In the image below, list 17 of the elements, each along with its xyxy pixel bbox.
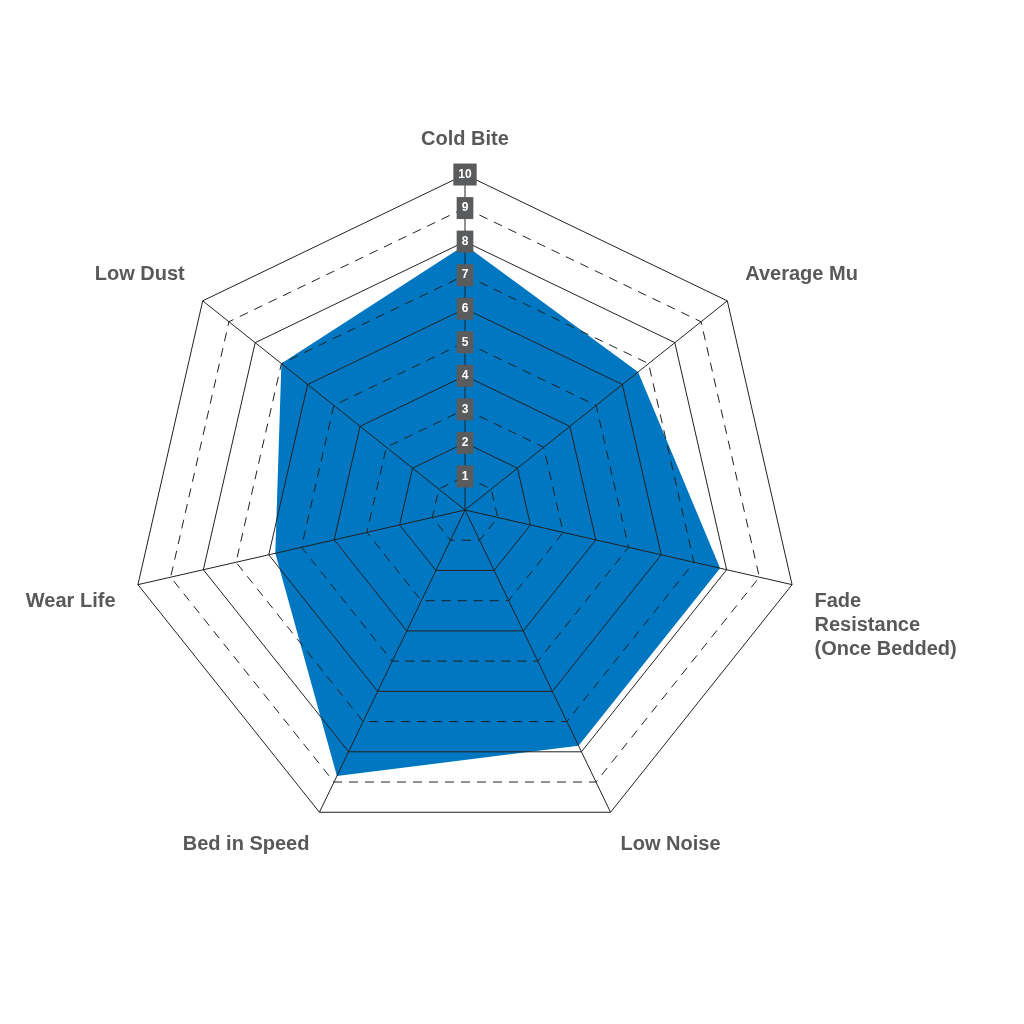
spoke-label: Low Dust (94, 262, 186, 285)
y-tick-label: 9 (461, 200, 469, 215)
y-tick-label: 6 (461, 301, 469, 316)
y-tick-label: 3 (461, 401, 469, 416)
y-tick-label: 7 (461, 267, 469, 282)
spoke-label: Low Noise (620, 832, 721, 855)
y-tick-label: 2 (461, 435, 469, 450)
spoke-label: Cold Bite (421, 127, 509, 150)
spoke-label: Bed in Speed (182, 832, 310, 855)
spoke-label: Fade Resistance (Once Bedded) (814, 589, 957, 660)
y-tick-label: 1 (461, 468, 469, 483)
y-tick-label: 4 (461, 368, 469, 383)
spoke-label: Wear Life (25, 589, 116, 612)
spoke-label: Average Mu (745, 262, 858, 285)
y-tick-label: 8 (461, 233, 469, 248)
y-tick-label: 5 (461, 334, 469, 349)
y-tick-label: 10 (458, 166, 472, 181)
